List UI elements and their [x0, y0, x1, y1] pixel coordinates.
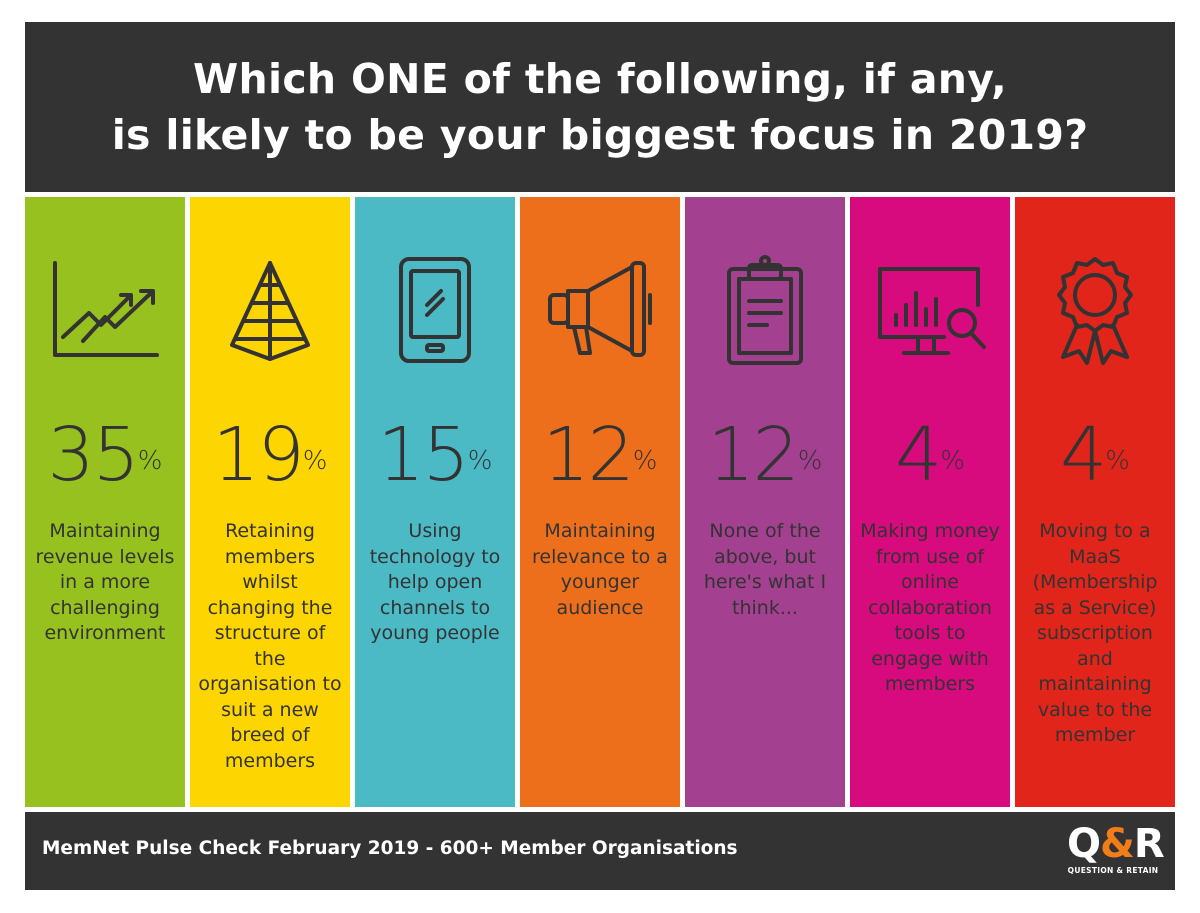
- option-label: Making money from use of online collabor…: [860, 520, 1000, 695]
- qr-logo: Q&R QUESTION & RETAIN: [1067, 821, 1165, 884]
- option-label: Maintaining relevance to a younger audie…: [532, 520, 668, 619]
- growth-chart-icon: [25, 255, 185, 367]
- title-banner: Which ONE of the following, if any, is l…: [25, 22, 1175, 192]
- column-online-collaboration: 4% Making money from use of online colla…: [850, 197, 1010, 807]
- clipboard-icon: [685, 255, 845, 367]
- analytics-monitor-icon: [850, 255, 1010, 367]
- title-line-1: Which ONE of the following, if any,: [192, 55, 1008, 103]
- percentage-value: 15%: [377, 412, 493, 498]
- tablet-icon: [355, 255, 515, 367]
- footer-bar: MemNet Pulse Check February 2019 - 600+ …: [25, 812, 1175, 890]
- option-label: None of the above, but here's what I thi…: [703, 520, 827, 619]
- option-label: Retaining members whilst changing the st…: [198, 520, 342, 772]
- percentage-value: 35%: [47, 412, 163, 498]
- percentage-value: 4%: [895, 412, 965, 498]
- column-retaining-members: 19% Retaining members whilst changing th…: [190, 197, 350, 807]
- logo-tagline: QUESTION & RETAIN: [1067, 866, 1159, 875]
- column-none-of-above: 12% None of the above, but here's what I…: [685, 197, 845, 807]
- percentage-value: 4%: [1060, 412, 1130, 498]
- column-technology: 15% Using technology to help open channe…: [355, 197, 515, 807]
- percentage-value: 19%: [212, 412, 328, 498]
- option-label: Moving to a MaaS (Membership as a Servic…: [1032, 520, 1158, 746]
- percentage-value: 12%: [542, 412, 658, 498]
- title-line-2: is likely to be your biggest focus in 20…: [111, 111, 1089, 159]
- footer-source-text: MemNet Pulse Check February 2019 - 600+ …: [42, 838, 738, 859]
- percentage-value: 12%: [707, 412, 823, 498]
- column-revenue: 35% Maintaining revenue levels in a more…: [25, 197, 185, 807]
- award-rosette-icon: [1015, 255, 1175, 367]
- megaphone-icon: [520, 255, 680, 367]
- column-maas: 4% Moving to a MaaS (Membership as a Ser…: [1015, 197, 1175, 807]
- results-columns: 35% Maintaining revenue levels in a more…: [25, 197, 1175, 807]
- column-relevance: 12% Maintaining relevance to a younger a…: [520, 197, 680, 807]
- logo-mark: Q&R: [1067, 821, 1165, 867]
- option-label: Maintaining revenue levels in a more cha…: [35, 520, 175, 644]
- option-label: Using technology to help open channels t…: [369, 520, 501, 644]
- pyramid-icon: [190, 255, 350, 367]
